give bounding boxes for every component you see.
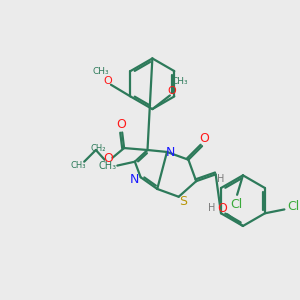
Text: H: H (217, 174, 224, 184)
Text: CH₃: CH₃ (98, 160, 117, 171)
Text: O: O (103, 152, 113, 165)
Text: O: O (116, 118, 126, 131)
Text: S: S (179, 195, 188, 208)
Text: O: O (199, 132, 209, 145)
Text: CH₃: CH₃ (70, 161, 86, 170)
Text: N: N (130, 173, 140, 186)
Text: O: O (104, 76, 112, 86)
Text: Cl: Cl (230, 198, 242, 211)
Text: N: N (166, 146, 176, 159)
Text: CH₂: CH₂ (90, 144, 106, 153)
Text: O: O (167, 85, 176, 96)
Text: CH₃: CH₃ (93, 67, 110, 76)
Text: Cl: Cl (287, 200, 299, 213)
Text: CH₃: CH₃ (171, 77, 188, 86)
Text: H: H (208, 203, 215, 213)
Text: O: O (218, 202, 227, 215)
